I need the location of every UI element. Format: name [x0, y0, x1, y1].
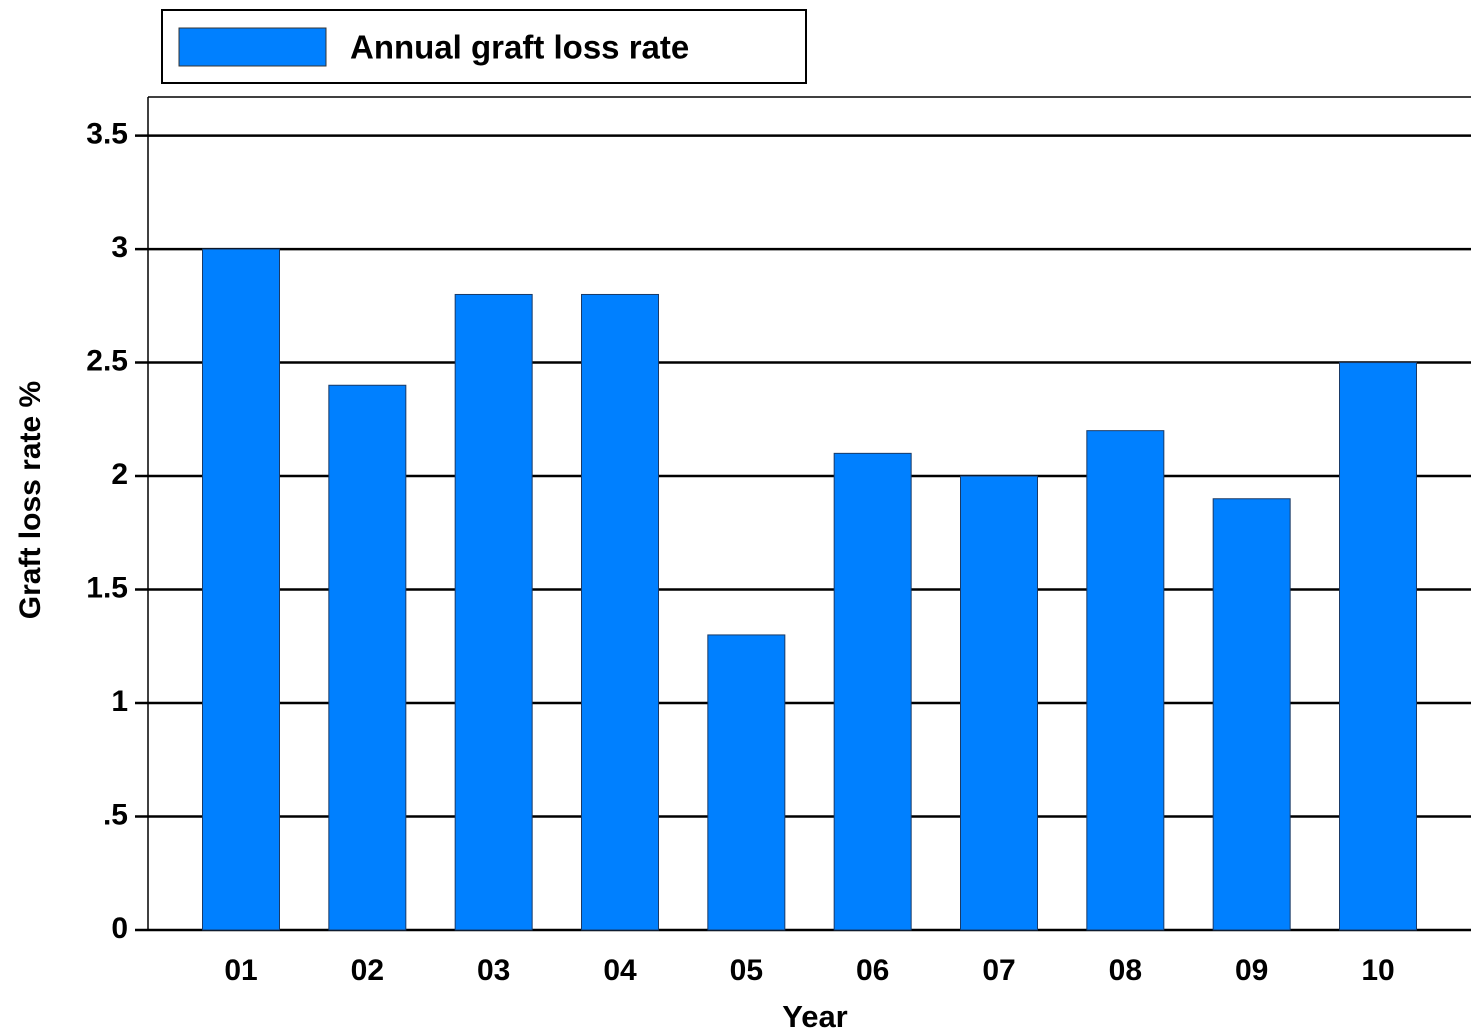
x-tick-label: 03 [477, 954, 510, 987]
bar [833, 452, 912, 931]
bar [1212, 498, 1291, 931]
y-tick-label: .5 [103, 798, 128, 831]
x-axis-label: Year [782, 999, 848, 1034]
x-tick-label: 10 [1361, 954, 1394, 987]
bar [1339, 362, 1417, 931]
x-tick-label: 06 [856, 954, 889, 987]
x-tick-label: 09 [1235, 954, 1268, 987]
x-tick-label: 07 [982, 954, 1015, 987]
x-tick-label: 04 [603, 954, 637, 987]
bar [1086, 430, 1165, 931]
y-tick-label: 3.5 [86, 118, 128, 151]
y-tick-label: 2 [111, 458, 128, 491]
bar [707, 634, 786, 931]
x-tick-label: 05 [730, 954, 763, 987]
bar [581, 293, 659, 931]
x-tick-label: 02 [351, 954, 384, 987]
y-tick-label: 0 [111, 912, 128, 945]
bar [454, 293, 533, 931]
y-tick-label: 1 [111, 685, 128, 718]
x-tick-label: 08 [1109, 954, 1142, 987]
legend-label: Annual graft loss rate [350, 29, 689, 66]
bar [202, 248, 280, 931]
bar [328, 384, 407, 931]
y-tick-label: 2.5 [86, 344, 128, 377]
y-tick-label: 3 [111, 231, 128, 264]
bar [960, 475, 1038, 931]
y-tick-label: 1.5 [86, 571, 128, 604]
y-axis-label: Graft loss rate % [14, 381, 47, 619]
legend-swatch [178, 27, 327, 67]
x-tick-label: 01 [224, 954, 257, 987]
